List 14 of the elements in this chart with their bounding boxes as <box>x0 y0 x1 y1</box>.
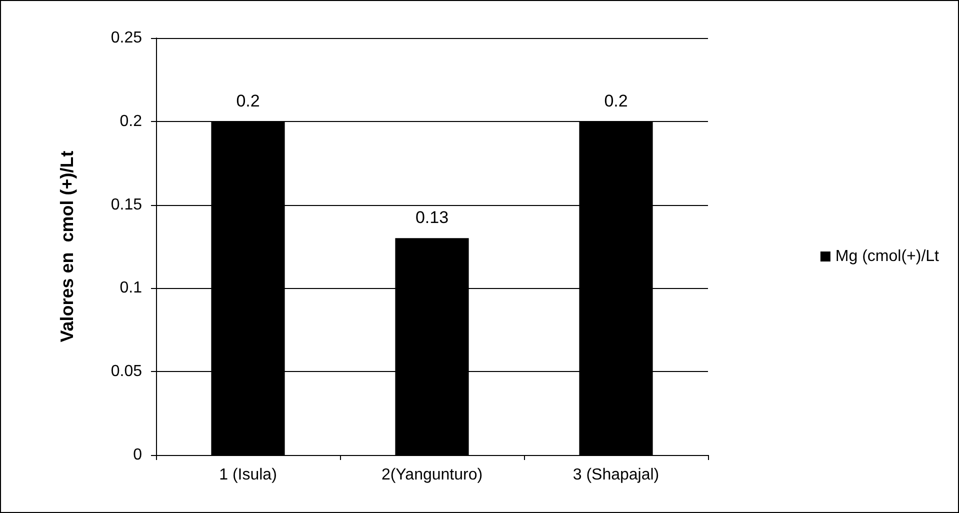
x-tick-label: 2(Yangunturo) <box>381 466 483 484</box>
y-tick-label: 0.25 <box>110 30 142 46</box>
y-tick-label: 0.05 <box>110 363 142 380</box>
x-tick-label: 3 (Shapajal) <box>572 466 660 484</box>
y-tick-label: 0.15 <box>110 196 142 214</box>
legend-label: Mg (cmol(+)/Lt <box>835 248 940 265</box>
y-tick-label: 0.2 <box>120 112 142 130</box>
y-tick-label: 0 <box>133 446 142 464</box>
data-label: 0.2 <box>604 91 628 110</box>
y-tick-label: 0.1 <box>120 280 142 297</box>
x-tick-label: 1 (Isula) <box>219 466 277 484</box>
data-label: 0.2 <box>236 91 260 110</box>
y-axis-title: Valores en cmol (+)/Lt <box>57 150 77 342</box>
data-label: 0.13 <box>415 208 449 228</box>
